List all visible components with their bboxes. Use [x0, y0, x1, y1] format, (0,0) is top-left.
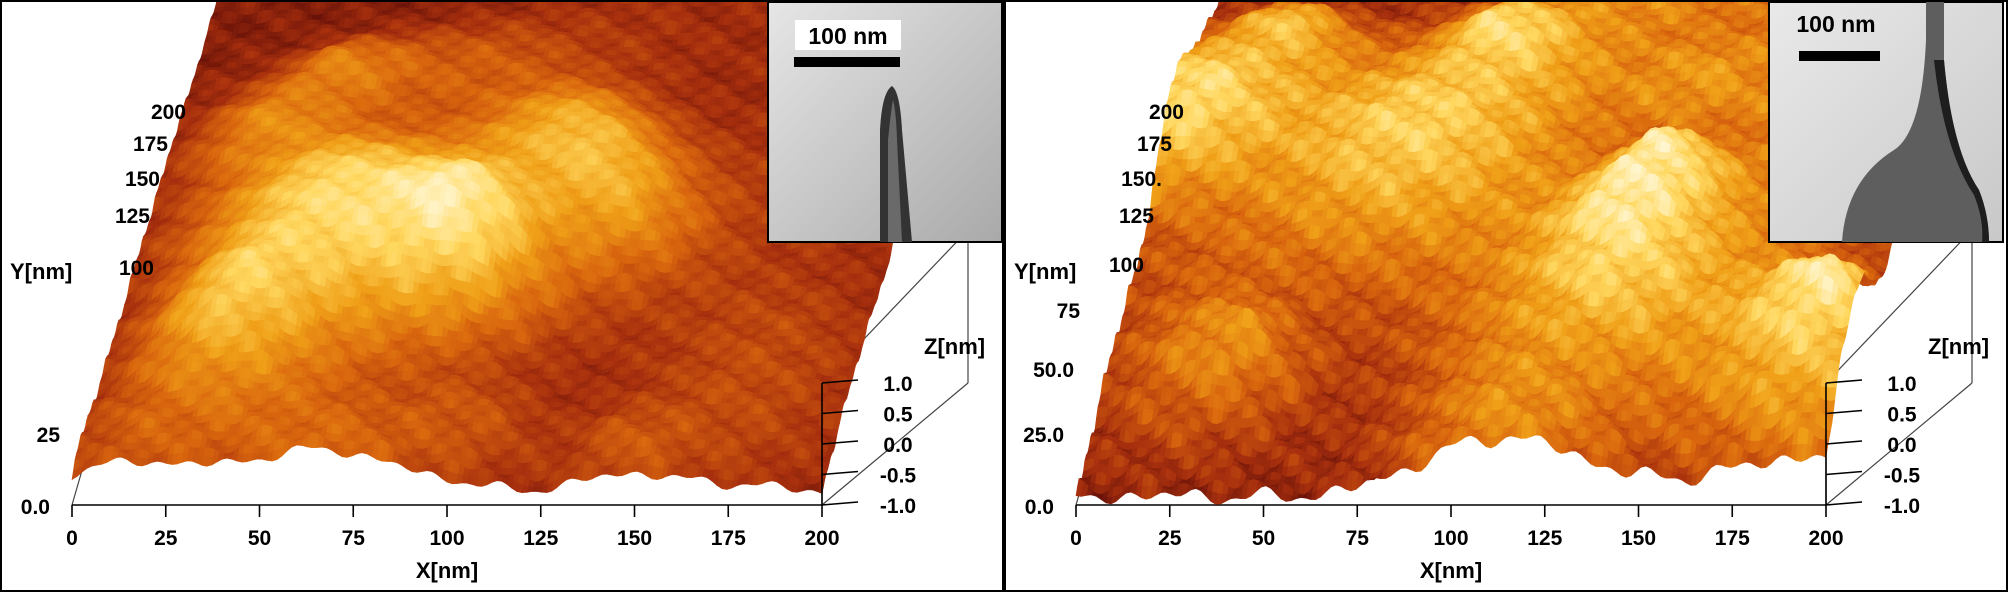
y-tick-label: 50.0 — [1033, 359, 1074, 382]
scale-bar — [1799, 51, 1880, 61]
z-tick-mark — [1825, 379, 1863, 384]
z-tick-label: 0.0 — [883, 434, 912, 457]
z-axis-ticks: 1.0 0.5 0.0 -0.5 -1.0 — [1825, 373, 1921, 518]
y-tick-label: 175 — [1137, 133, 1172, 156]
x-axis-label: X[nm] — [1420, 558, 1482, 583]
z-axis-label: Z[nm] — [924, 334, 985, 359]
z-tick-label: -0.5 — [880, 465, 917, 488]
panel-border — [1004, 0, 2008, 592]
x-tick-label: 175 — [1715, 527, 1750, 550]
y-tick-label: 100 — [119, 257, 154, 280]
x-tick-label: 0 — [1070, 527, 1082, 550]
y-tick-label: 125 — [1119, 205, 1154, 228]
x-tick-label: 75 — [342, 527, 366, 550]
y-tick-label: 200 — [151, 101, 186, 124]
x-tick-label: 75 — [1346, 527, 1370, 550]
x-tick-label: 125 — [1527, 527, 1562, 550]
y-axis-ticks: 0.0 25.0 50.0 75 100 125 150. 175 200 — [1023, 101, 1184, 519]
y-tick-label: 0.0 — [1025, 496, 1054, 519]
y-axis-label: Y[nm] — [10, 259, 72, 284]
x-tick-label: 150 — [1621, 527, 1656, 550]
z-tick-mark — [1825, 440, 1863, 445]
x-tick-label: 150 — [617, 527, 652, 550]
x-tick-label: 0 — [66, 527, 78, 550]
x-tick-label: 125 — [523, 527, 558, 550]
probe-tip-core — [888, 100, 902, 242]
z-tick-mark — [1825, 501, 1863, 506]
y-tick-label: 150. — [1121, 168, 1162, 191]
y-tick-label: 125 — [115, 205, 150, 228]
afm-surface-plot: 0 25 50 75 100 125 150 175 200 X[nm] 0.0 25.0 50.0 75… — [1004, 0, 2008, 592]
z-tick-label: -1.0 — [880, 495, 916, 518]
z-tick-mark — [821, 470, 859, 476]
x-tick-label: 50 — [1252, 527, 1275, 550]
y-tick-label: 100 — [1109, 254, 1144, 277]
tem-inset: 100 nm — [767, 1, 1003, 243]
x-tick-label: 100 — [1433, 527, 1468, 550]
z-tick-mark — [1825, 409, 1863, 415]
tem-inset: 100 nm — [1768, 0, 2004, 243]
x-tick-label: 200 — [804, 527, 839, 550]
x-tick-label: 100 — [429, 527, 464, 550]
afm-surface-plot: 0 25 50 75 100 125 150 175 200 X[nm] 0.0 25 100 125 15… — [0, 0, 1004, 592]
y-tick-label: 175 — [133, 133, 168, 156]
probe-tip-blunt — [1842, 0, 1989, 242]
y-tick-label: 25.0 — [1023, 424, 1064, 447]
x-tick-label: 25 — [1158, 527, 1182, 550]
x-axis-ticks: 0 25 50 75 100 125 150 175 200 — [66, 505, 840, 550]
scale-bar-label: 100 nm — [808, 23, 887, 49]
z-axis-ticks: 1.0 0.5 0.0 -0.5 -1.0 — [821, 373, 917, 518]
z-tick-mark — [821, 501, 859, 506]
panel-border — [0, 0, 1004, 592]
z-tick-mark — [821, 409, 859, 415]
probe-tip-edge — [1934, 60, 1989, 242]
y-tick-label: 0.0 — [21, 496, 50, 519]
scale-bar-label: 100 nm — [1796, 11, 1875, 37]
x-axis-label: X[nm] — [416, 558, 478, 583]
y-tick-label: 150 — [125, 168, 160, 191]
x-tick-label: 175 — [711, 527, 746, 550]
z-tick-mark — [1825, 470, 1863, 476]
z-tick-label: -0.5 — [1884, 465, 1921, 488]
z-tick-label: 0.0 — [1887, 434, 1916, 457]
x-tick-label: 50 — [248, 527, 271, 550]
scale-bar — [794, 57, 900, 67]
y-tick-label: 25 — [37, 424, 61, 447]
y-axis-label: Y[nm] — [1014, 259, 1076, 284]
y-axis-ticks: 0.0 25 100 125 150 175 200 — [21, 101, 186, 519]
z-tick-label: 0.5 — [1887, 404, 1917, 427]
z-tick-label: -1.0 — [1884, 495, 1920, 518]
z-tick-mark — [821, 379, 859, 384]
scale-label-bg — [795, 20, 901, 50]
afm-panel-left: 0 25 50 75 100 125 150 175 200 X[nm] 0.0 25 100 125 15… — [0, 0, 1004, 592]
afm-panel-right: 0 25 50 75 100 125 150 175 200 X[nm] 0.0 25.0 50.0 75… — [1004, 0, 2008, 592]
z-axis-label: Z[nm] — [1928, 334, 1989, 359]
y-tick-label: 200 — [1149, 101, 1184, 124]
y-tick-label: 75 — [1057, 300, 1081, 323]
z-tick-label: 1.0 — [1887, 373, 1916, 396]
z-tick-mark — [821, 440, 859, 445]
z-tick-label: 0.5 — [883, 404, 913, 427]
z-tick-label: 1.0 — [883, 373, 912, 396]
x-axis-ticks: 0 25 50 75 100 125 150 175 200 — [1070, 505, 1844, 550]
x-tick-label: 25 — [154, 527, 178, 550]
x-tick-label: 200 — [1808, 527, 1843, 550]
